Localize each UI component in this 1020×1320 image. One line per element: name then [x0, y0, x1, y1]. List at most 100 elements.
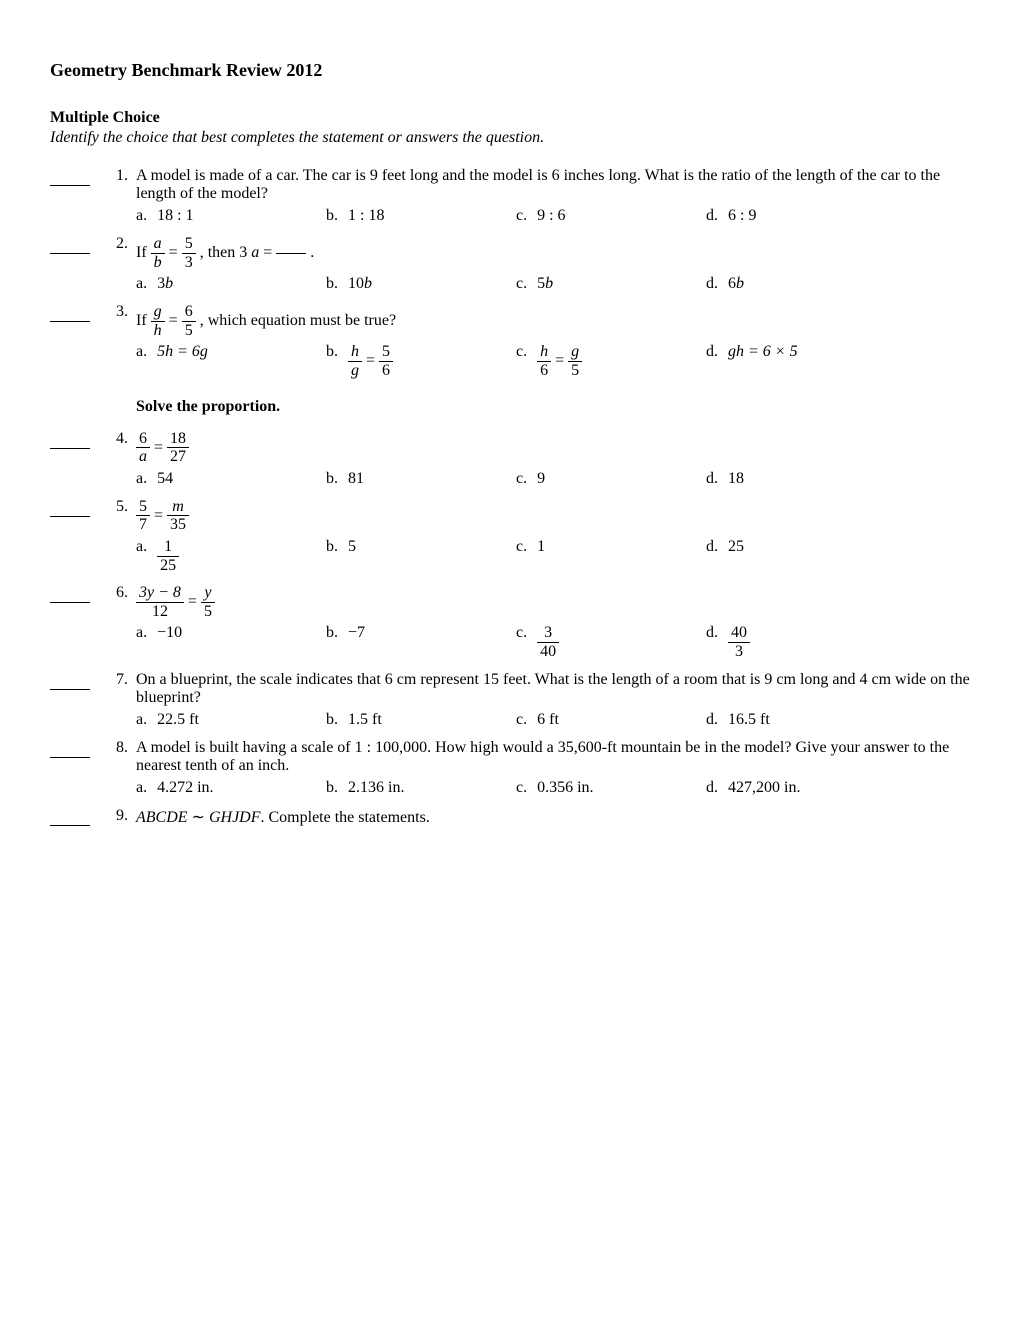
- answer-blank[interactable]: [50, 305, 90, 322]
- answer-blank[interactable]: [50, 237, 90, 254]
- choice-d: gh = 6 × 5: [728, 343, 798, 361]
- question-4: 4. 6a = 1827 a. 54 b. 81 c. 9 d. 18: [50, 430, 970, 488]
- question-7: 7. On a blueprint, the scale indicates t…: [50, 671, 970, 729]
- question-3: 3. If gh = 65 , which equation must be t…: [50, 303, 970, 379]
- choice-label-c: c.: [516, 343, 527, 361]
- choice-d: 18: [728, 470, 744, 488]
- choice-label-c: c.: [516, 275, 527, 293]
- choice-label-a: a.: [136, 538, 147, 556]
- choice-label-b: b.: [326, 779, 338, 797]
- choice-c: 1: [537, 538, 545, 556]
- choice-label-d: d.: [706, 470, 718, 488]
- choice-label-c: c.: [516, 711, 527, 729]
- question-number: 7.: [100, 671, 136, 689]
- choice-b: 10b: [348, 275, 372, 293]
- choice-c: 5b: [537, 275, 553, 293]
- choice-d: 6b: [728, 275, 744, 293]
- question-number: 4.: [100, 430, 136, 448]
- question-6: 6. 3y − 812 = y5 a. −10 b. −7 c. 340 d. 40…: [50, 584, 970, 660]
- choice-a: 4.272 in.: [157, 779, 213, 797]
- section-instructions: Identify the choice that best completes …: [50, 129, 970, 147]
- choice-label-c: c.: [516, 470, 527, 488]
- choice-label-d: d.: [706, 538, 718, 556]
- choice-a: 22.5 ft: [157, 711, 199, 729]
- question-text: 6a = 1827: [136, 430, 970, 466]
- choice-label-a: a.: [136, 470, 147, 488]
- question-text: On a blueprint, the scale indicates that…: [136, 671, 970, 707]
- question-5: 5. 57 = m35 a. 125 b.5 c.1 d.25: [50, 498, 970, 574]
- question-text: 3y − 812 = y5: [136, 584, 970, 620]
- answer-blank[interactable]: [50, 500, 90, 517]
- choice-label-d: d.: [706, 275, 718, 293]
- choice-label-b: b.: [326, 343, 338, 361]
- choice-a: 54: [157, 470, 173, 488]
- question-text: If ab = 53 , then 3a = .: [136, 235, 970, 271]
- choice-c: 9 : 6: [537, 207, 565, 225]
- choice-label-d: d.: [706, 343, 718, 361]
- choice-label-a: a.: [136, 343, 147, 361]
- choice-label-a: a.: [136, 779, 147, 797]
- question-number: 5.: [100, 498, 136, 516]
- page-title: Geometry Benchmark Review 2012: [50, 60, 970, 81]
- question-number: 3.: [100, 303, 136, 321]
- choice-label-b: b.: [326, 470, 338, 488]
- choice-d: 25: [728, 538, 744, 556]
- question-text: ABCDE ∼ GHJDF. Complete the statements.: [136, 807, 970, 827]
- question-1: 1. A model is made of a car. The car is …: [50, 167, 970, 225]
- choice-label-c: c.: [516, 538, 527, 556]
- choice-b: 1.5 ft: [348, 711, 382, 729]
- choice-a: 18 : 1: [157, 207, 193, 225]
- choice-label-c: c.: [516, 624, 527, 642]
- question-number: 1.: [100, 167, 136, 185]
- choice-c: 0.356 in.: [537, 779, 593, 797]
- choice-c: 6 ft: [537, 711, 559, 729]
- choice-c: 340: [537, 624, 559, 660]
- choice-a: 5h = 6g: [157, 343, 208, 361]
- choice-c: h6 = g5: [537, 343, 582, 379]
- question-9: 9. ABCDE ∼ GHJDF. Complete the statement…: [50, 807, 970, 831]
- instruction-solve: Solve the proportion.: [136, 398, 970, 416]
- answer-blank[interactable]: [50, 673, 90, 690]
- choice-label-b: b.: [326, 624, 338, 642]
- choice-b: 1 : 18: [348, 207, 384, 225]
- choice-d: 403: [728, 624, 750, 660]
- answer-blank[interactable]: [50, 809, 90, 826]
- question-text: 57 = m35: [136, 498, 970, 534]
- question-number: 8.: [100, 739, 136, 757]
- answer-blank[interactable]: [50, 169, 90, 186]
- question-number: 9.: [100, 807, 136, 825]
- answer-blank[interactable]: [50, 432, 90, 449]
- choice-label-a: a.: [136, 275, 147, 293]
- choice-b: hg = 56: [348, 343, 393, 379]
- question-8: 8. A model is built having a scale of 1 …: [50, 739, 970, 797]
- choice-b: −7: [348, 624, 365, 642]
- section-heading: Multiple Choice: [50, 109, 970, 127]
- choice-label-a: a.: [136, 207, 147, 225]
- choice-label-d: d.: [706, 624, 718, 642]
- choice-d: 427,200 in.: [728, 779, 800, 797]
- question-text: A model is made of a car. The car is 9 f…: [136, 167, 970, 203]
- choice-label-b: b.: [326, 207, 338, 225]
- answer-blank[interactable]: [50, 741, 90, 758]
- choice-label-d: d.: [706, 711, 718, 729]
- choice-d: 6 : 9: [728, 207, 756, 225]
- question-text: If gh = 65 , which equation must be true…: [136, 303, 970, 339]
- choice-a: 125: [157, 538, 179, 574]
- choice-label-a: a.: [136, 624, 147, 642]
- choice-label-c: c.: [516, 779, 527, 797]
- question-number: 6.: [100, 584, 136, 602]
- question-text: A model is built having a scale of 1 : 1…: [136, 739, 970, 775]
- choice-label-c: c.: [516, 207, 527, 225]
- answer-blank[interactable]: [50, 586, 90, 603]
- choice-a: −10: [157, 624, 182, 642]
- choice-label-d: d.: [706, 207, 718, 225]
- choice-label-a: a.: [136, 711, 147, 729]
- choice-d: 16.5 ft: [728, 711, 770, 729]
- choice-b: 81: [348, 470, 364, 488]
- choice-label-b: b.: [326, 711, 338, 729]
- choice-c: 9: [537, 470, 545, 488]
- choice-b: 2.136 in.: [348, 779, 404, 797]
- choice-a: 3b: [157, 275, 173, 293]
- choice-label-b: b.: [326, 275, 338, 293]
- question-number: 2.: [100, 235, 136, 253]
